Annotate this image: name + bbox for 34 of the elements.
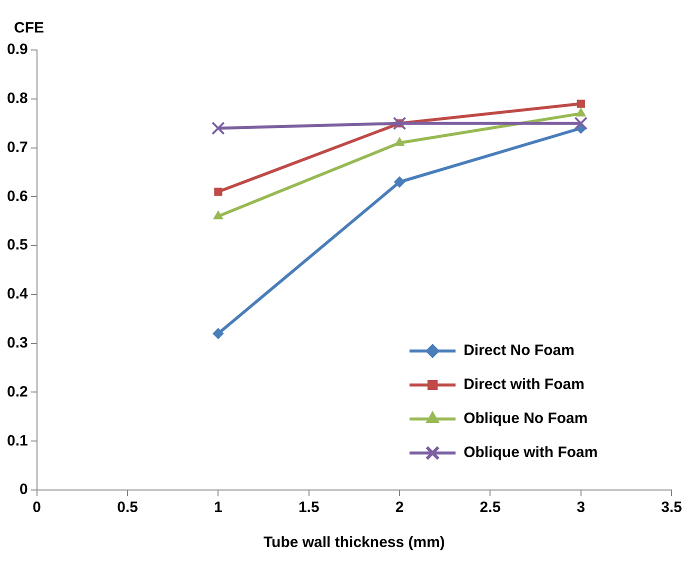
y-tick-label: 0.3 (6, 334, 28, 352)
x-axis-title: Tube wall thickness (mm) (263, 534, 445, 552)
y-tick-label: 0.7 (6, 138, 28, 156)
point (394, 137, 404, 146)
point (394, 176, 406, 188)
point (212, 122, 225, 135)
legend-label: Oblique with Foam (464, 444, 598, 462)
y-tick-label: 0.6 (6, 188, 28, 205)
x-tick-label: 3.5 (661, 499, 682, 516)
x-tick-label: 1.5 (298, 499, 320, 516)
point (574, 116, 588, 130)
x-tick-label: 1 (214, 499, 222, 516)
point (576, 108, 586, 117)
y-tick-label: 0.8 (6, 90, 28, 108)
point (212, 328, 224, 340)
y-axis-title: CFE (14, 20, 44, 37)
x-tick-label: 2 (395, 499, 404, 516)
y-tick-label: 0 (20, 481, 28, 498)
x-tick-label: 2.5 (480, 499, 501, 516)
legend-label: Oblique No Foam (464, 410, 588, 428)
x-tick-label: 0.5 (117, 499, 138, 516)
x-tick-label: 0 (32, 499, 42, 516)
y-tick-label: 0.5 (6, 236, 28, 254)
point (392, 116, 406, 130)
y-tick-label: 0.1 (6, 432, 28, 450)
legend-label: Direct No Foam (464, 342, 574, 360)
point (213, 210, 224, 220)
y-tick-label: 0.4 (6, 286, 28, 303)
y-tick-label: 0.9 (6, 41, 28, 58)
y-tick-label: 0.2 (6, 383, 28, 400)
point (214, 188, 222, 196)
legend-label: Direct with Foam (464, 376, 584, 394)
point (576, 100, 585, 108)
x-tick-label: 3 (576, 499, 586, 516)
